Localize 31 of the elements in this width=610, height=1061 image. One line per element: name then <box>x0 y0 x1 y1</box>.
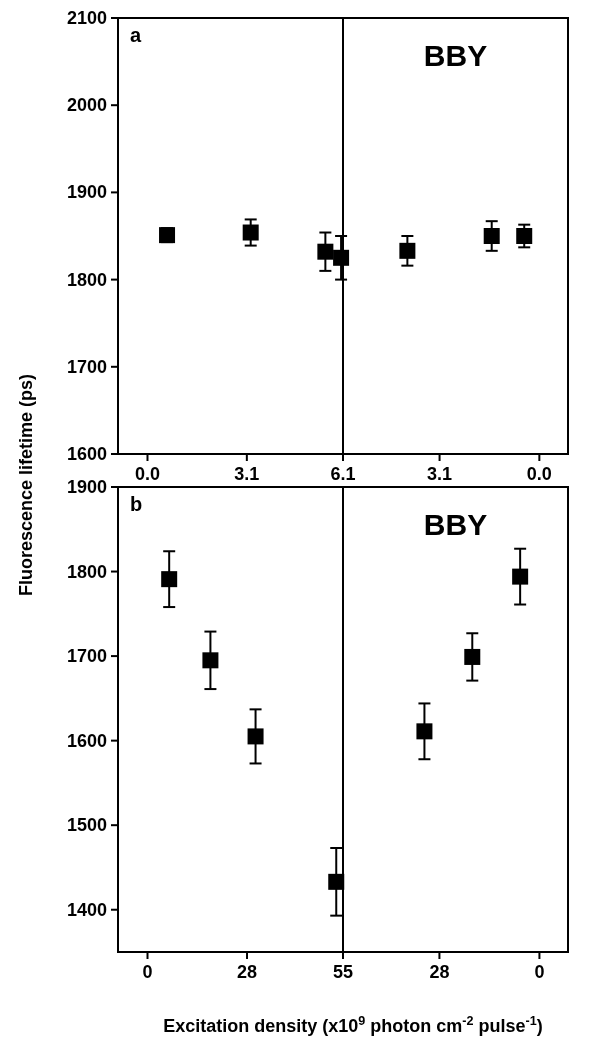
x-tick-label: 0 <box>534 962 545 982</box>
x-tick-label: 28 <box>237 962 258 982</box>
y-tick-label: 2100 <box>66 8 107 28</box>
x-tick-label: 0.0 <box>134 464 160 484</box>
x-tick-label: 3.1 <box>234 464 260 484</box>
x-tick-label: 28 <box>429 962 450 982</box>
y-tick-label: 1900 <box>66 182 107 203</box>
y-tick-label: 1500 <box>66 815 107 836</box>
y-tick-label: 1700 <box>66 356 107 377</box>
annotation: b <box>130 493 143 515</box>
annotation: BBY <box>423 508 488 541</box>
y-tick-label: 2000 <box>66 95 107 116</box>
annotation: BBY <box>423 39 488 72</box>
y-axis-title: Fluorescence lifetime (ps) <box>16 373 36 597</box>
point <box>161 571 178 588</box>
x-tick-label: 55 <box>332 962 354 982</box>
y-tick-label: 1700 <box>66 646 107 667</box>
y-tick-label: 1600 <box>66 444 107 464</box>
x-tick-label: 3.1 <box>427 464 453 484</box>
x-tick-label: 0.0 <box>526 464 552 484</box>
point <box>247 728 264 745</box>
x-tick-label: 0 <box>142 962 153 982</box>
point <box>202 652 219 669</box>
x-axis-title: Excitation density (x10$^{9}$ photon cm$^{-2}$ pulse$^{-1}$) <box>163 1014 543 1036</box>
annotation: a <box>130 24 142 46</box>
y-tick-label: 1800 <box>66 269 107 290</box>
y-tick-label: 1900 <box>66 477 107 497</box>
y-tick-label: 1600 <box>66 730 107 751</box>
y-tick-label: 1400 <box>66 899 107 920</box>
y-tick-label: 1800 <box>66 561 107 582</box>
x-tick-label: 6.1 <box>330 464 356 484</box>
